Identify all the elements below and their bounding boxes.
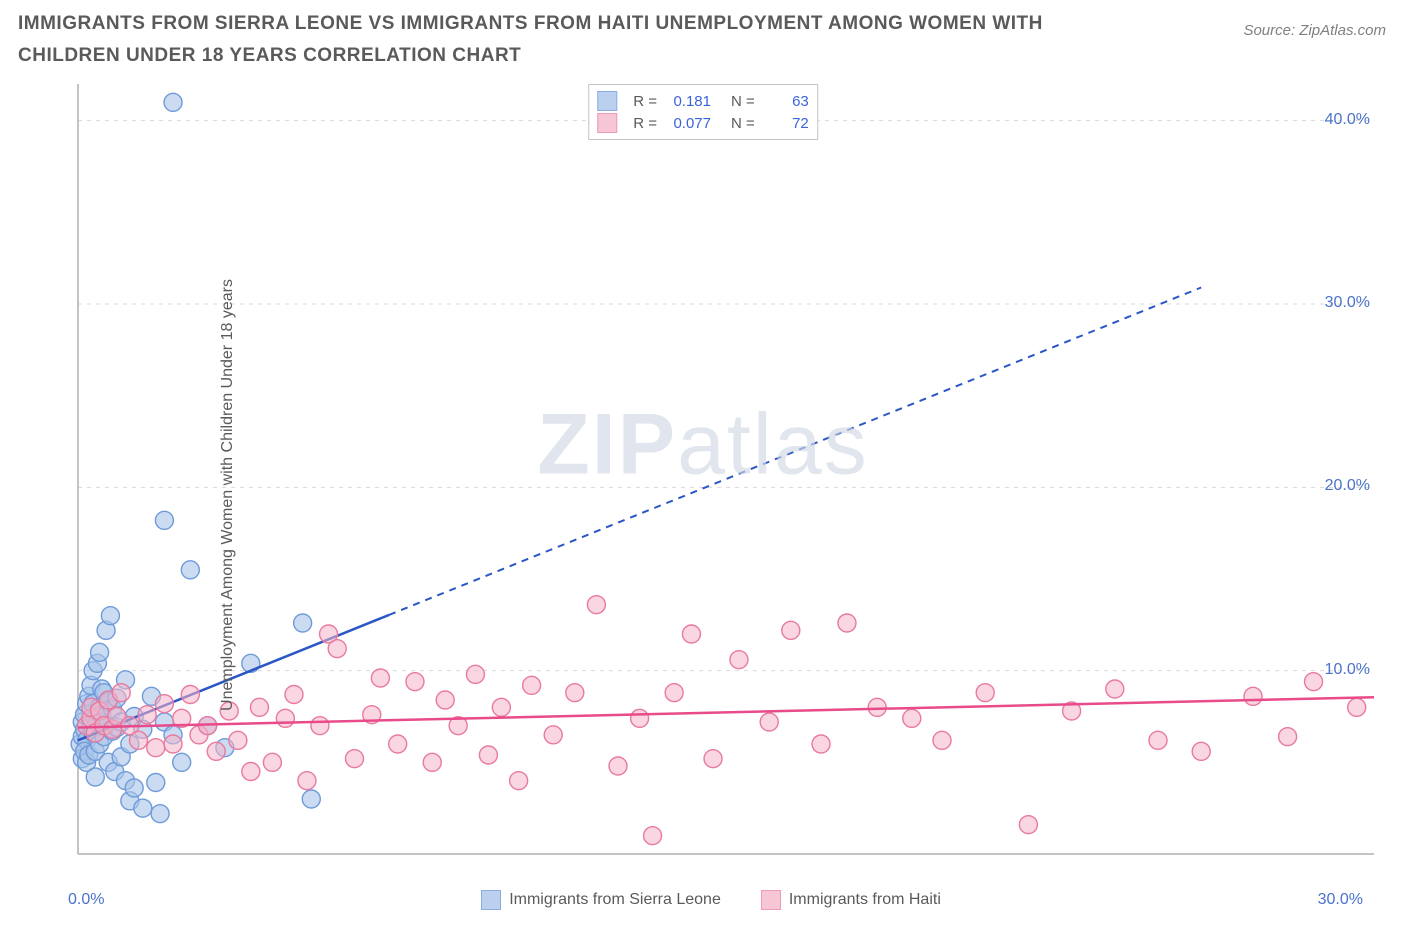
x-axis-max: 30.0% (1318, 891, 1363, 909)
x-axis-min: 0.0% (68, 891, 104, 909)
stats-row: R =0.077N =72 (597, 113, 809, 133)
series-swatch-icon (481, 890, 501, 910)
correlation-chart: Unemployment Among Women with Children U… (18, 80, 1388, 910)
y-tick-label: 30.0% (1325, 294, 1370, 312)
legend-item: Immigrants from Sierra Leone (481, 890, 721, 910)
series-swatch-icon (597, 113, 617, 133)
y-tick-label: 10.0% (1325, 661, 1370, 679)
page-title: IMMIGRANTS FROM SIERRA LEONE VS IMMIGRAN… (18, 8, 1118, 73)
bottom-legend: 0.0% Immigrants from Sierra Leone Immigra… (18, 890, 1388, 910)
stats-row: R =0.181N =63 (597, 91, 809, 111)
series-swatch-icon (597, 91, 617, 111)
y-tick-label: 20.0% (1325, 477, 1370, 495)
y-tick-label: 40.0% (1325, 111, 1370, 129)
y-axis-label: Unemployment Among Women with Children U… (219, 279, 237, 711)
series-swatch-icon (761, 890, 781, 910)
source-attribution: Source: ZipAtlas.com (1243, 22, 1386, 39)
stats-legend-box: R =0.181N =63R =0.077N =72 (588, 84, 818, 140)
legend-item: Immigrants from Haiti (761, 890, 941, 910)
